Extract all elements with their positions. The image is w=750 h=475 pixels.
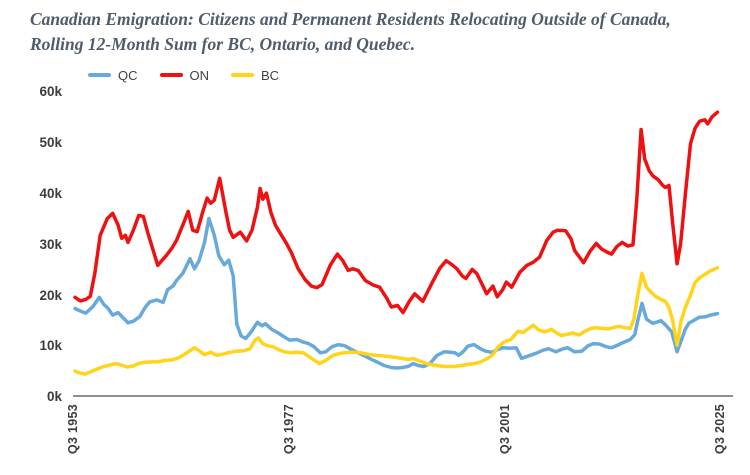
y-tick-20k: 20k xyxy=(39,288,62,303)
chart-title-line1: Canadian Emigration: Citizens and Perman… xyxy=(30,9,671,29)
legend-item-bc: BC xyxy=(231,68,279,83)
y-tick-10k: 10k xyxy=(39,338,62,353)
series-line-qc xyxy=(73,216,720,370)
x-axis-line xyxy=(73,395,733,397)
on-line-swatch xyxy=(159,73,183,77)
legend-label-qc: QC xyxy=(118,67,138,83)
y-tick-60k: 60k xyxy=(39,84,62,99)
legend-label-on: ON xyxy=(189,67,210,83)
qc-line-swatch xyxy=(88,73,111,77)
series-line-bc xyxy=(73,266,720,376)
chart-title-line2: Rolling 12-Month Sum for BC, Ontario, an… xyxy=(30,34,416,54)
y-tick-30k: 30k xyxy=(39,237,62,252)
y-tick-50k: 50k xyxy=(39,135,62,150)
legend-item-on: ON xyxy=(159,67,210,83)
bc-line-swatch xyxy=(231,73,254,77)
series-line-on xyxy=(73,110,720,315)
chart-title: Canadian Emigration: Citizens and Perman… xyxy=(30,7,671,57)
y-tick-40k: 40k xyxy=(39,186,62,201)
legend: QC ON BC xyxy=(88,67,279,83)
legend-label-bc: BC xyxy=(261,67,280,83)
legend-item-qc: QC xyxy=(88,68,138,83)
y-tick-0k: 0k xyxy=(46,389,62,404)
